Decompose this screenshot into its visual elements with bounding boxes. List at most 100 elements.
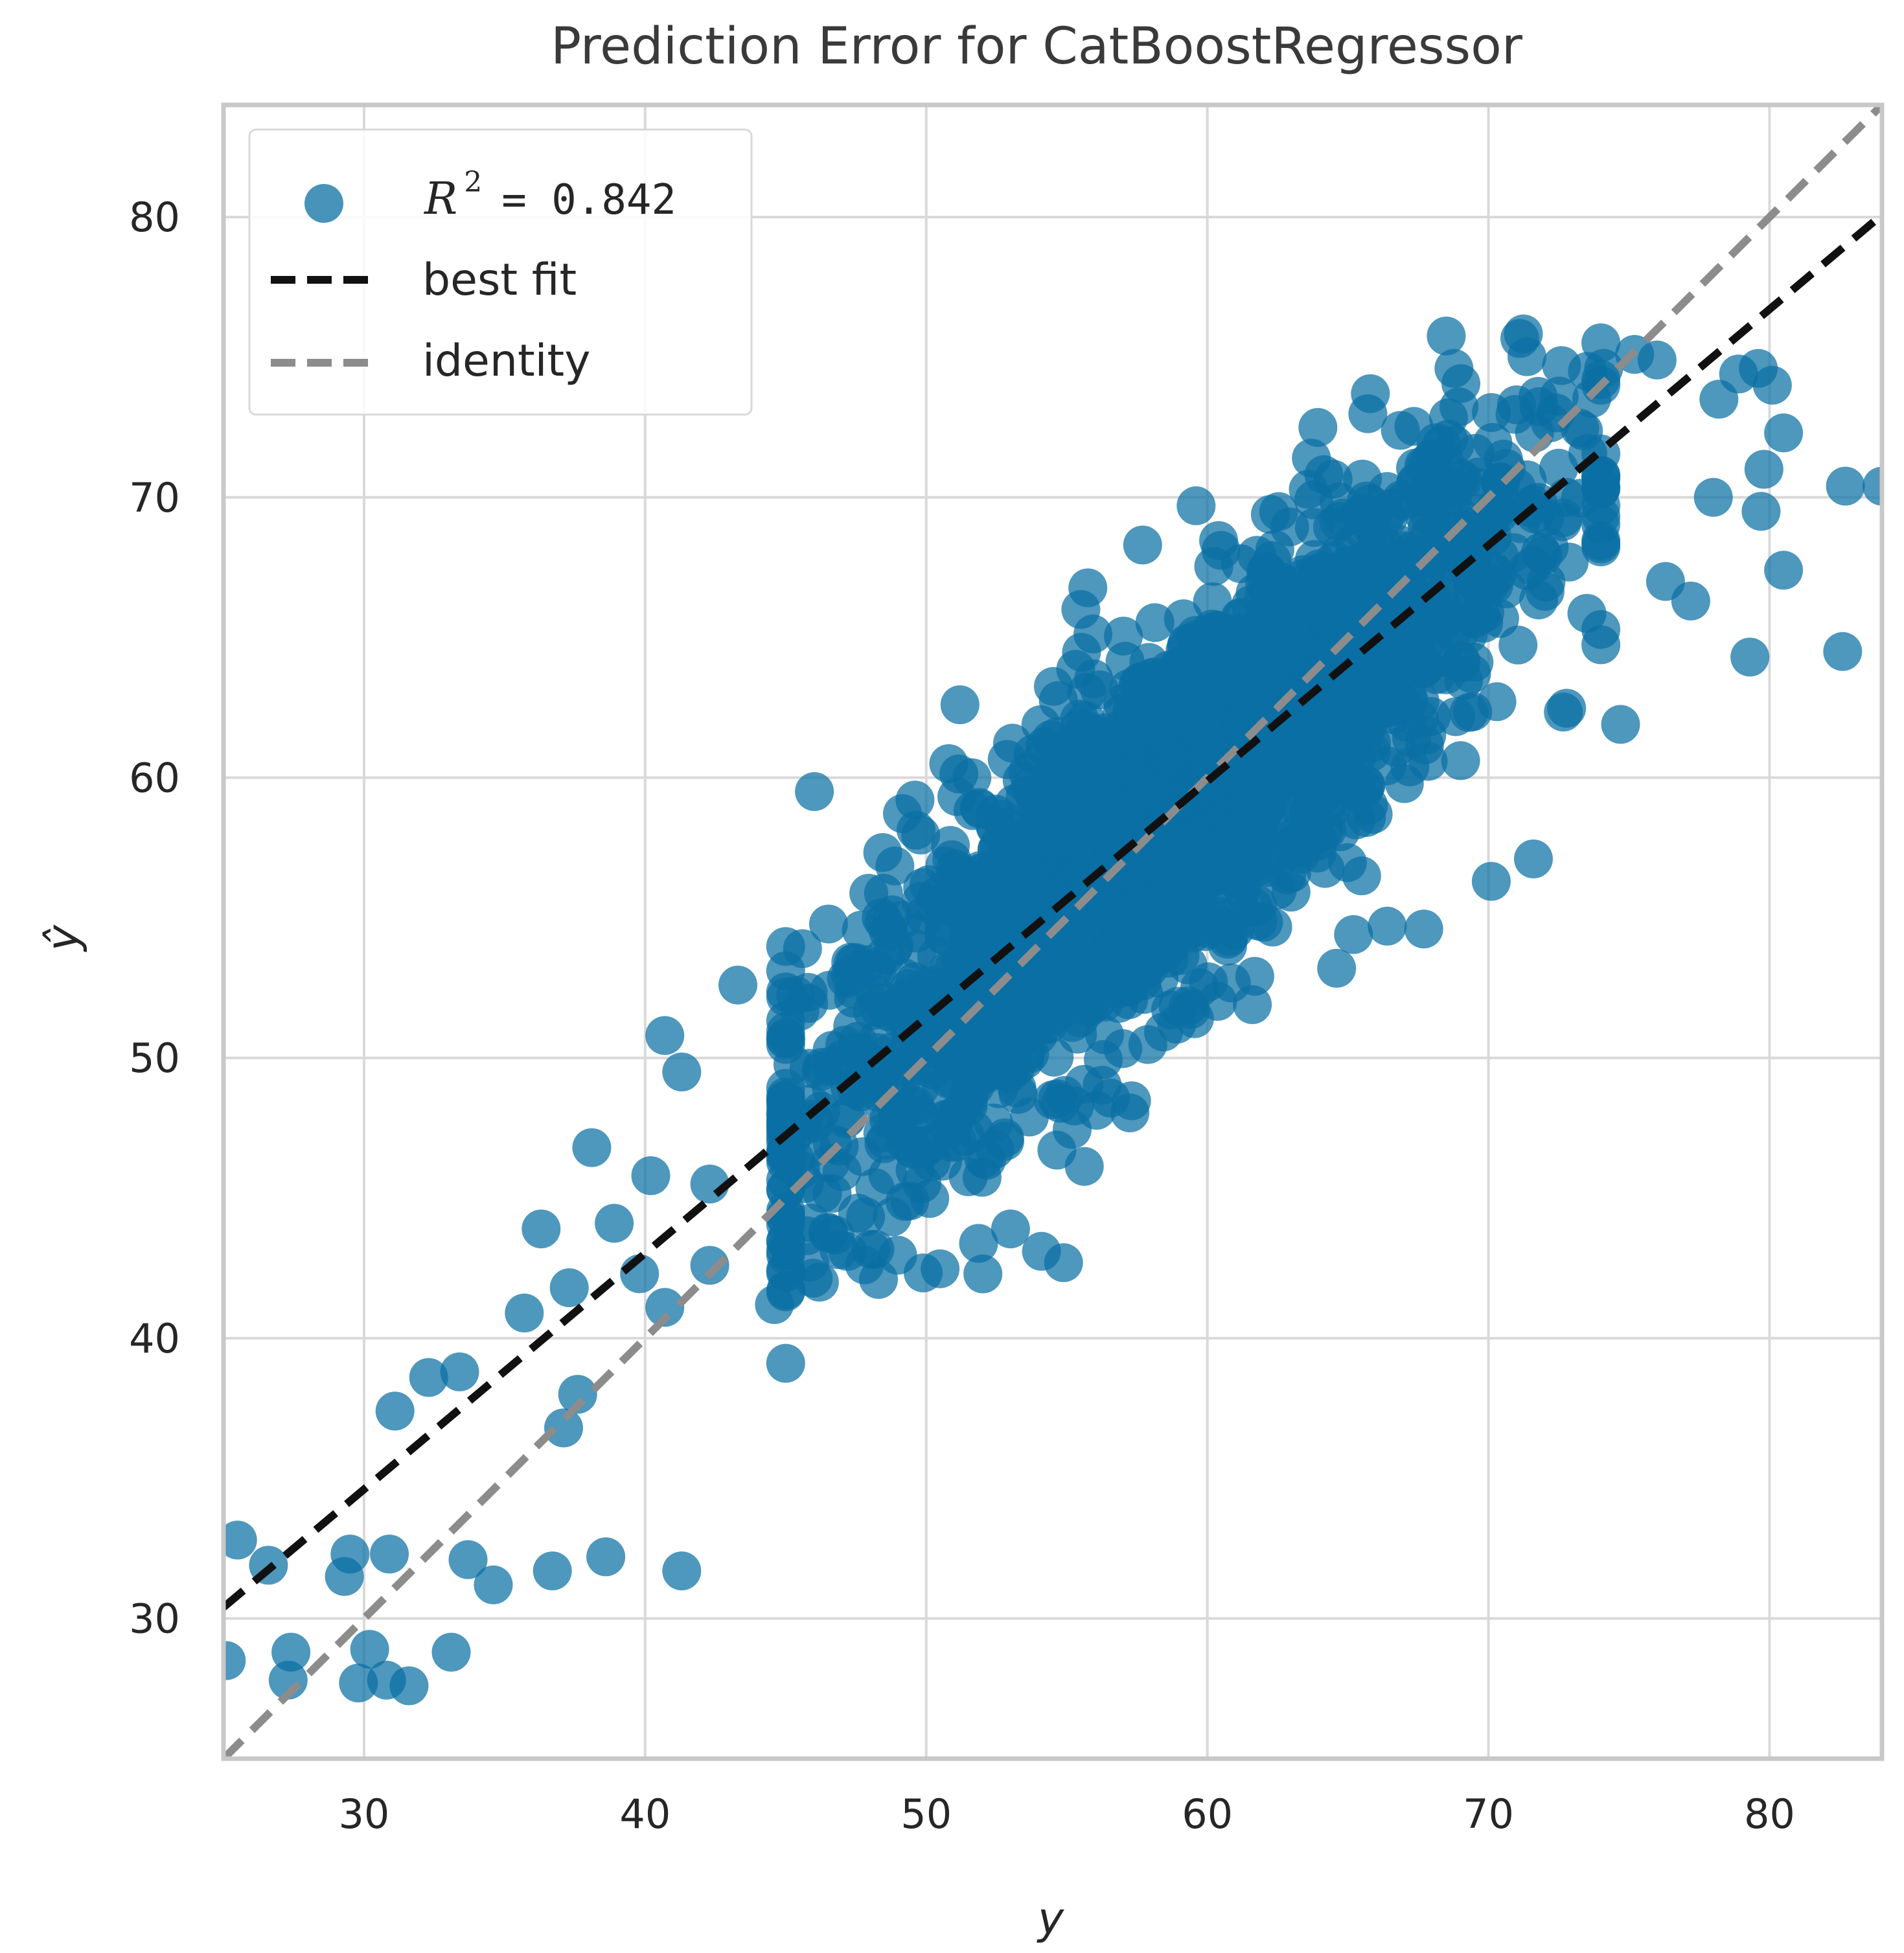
data-point: [339, 1663, 378, 1703]
legend-identity-label: identity: [422, 336, 590, 387]
data-point: [1539, 448, 1578, 488]
data-point: [1110, 1093, 1150, 1132]
data-point: [1500, 319, 1539, 358]
data-point: [934, 871, 974, 910]
y-tick-label: 80: [129, 194, 180, 241]
data-point: [1135, 603, 1175, 643]
data-point: [1417, 595, 1456, 634]
data-point: [766, 1343, 805, 1383]
data-point: [1057, 983, 1097, 1023]
data-point: [1221, 856, 1261, 896]
data-point: [389, 1666, 429, 1706]
data-point: [828, 1231, 867, 1271]
data-point: [1498, 625, 1538, 665]
data-point: [886, 1182, 924, 1221]
data-point: [1449, 692, 1489, 732]
data-point: [833, 1007, 873, 1046]
legend-r2-exponent: 2: [464, 166, 482, 199]
data-point: [809, 904, 848, 944]
data-point: [1863, 466, 1882, 506]
data-point: [895, 781, 935, 820]
data-point: [1068, 935, 1108, 974]
data-point: [1385, 531, 1425, 570]
data-point: [875, 846, 915, 885]
data-point: [1581, 469, 1621, 508]
data-point: [224, 1520, 257, 1560]
data-point: [871, 1033, 911, 1072]
x-tick-label: 30: [338, 1790, 389, 1838]
data-point: [1404, 909, 1443, 949]
data-point: [1251, 572, 1290, 611]
data-point: [1123, 525, 1162, 565]
data-point: [1741, 492, 1781, 531]
data-point: [935, 1060, 974, 1100]
y-tick-labels: 30 40 50 60 70 80: [129, 194, 180, 1643]
data-point: [572, 1128, 612, 1167]
data-point: [1270, 507, 1309, 547]
data-point: [1397, 463, 1436, 503]
data-point: [864, 1124, 904, 1163]
data-point: [409, 1358, 448, 1397]
data-point: [533, 1551, 572, 1591]
data-point: [1764, 551, 1804, 590]
data-point: [1752, 365, 1792, 405]
data-point: [974, 1103, 1013, 1143]
data-point: [1244, 902, 1283, 942]
x-tick-label: 40: [619, 1790, 671, 1838]
data-point: [1513, 546, 1552, 586]
data-point: [1474, 565, 1513, 605]
data-point: [960, 790, 1000, 828]
data-point: [766, 1131, 805, 1171]
x-tick-label: 70: [1463, 1790, 1514, 1838]
data-point: [271, 1632, 311, 1672]
data-point: [662, 1551, 702, 1591]
y-tick-label: 70: [129, 474, 180, 521]
data-point: [522, 1209, 561, 1249]
data-point: [1067, 904, 1106, 943]
data-point: [1065, 712, 1105, 751]
data-point: [690, 1246, 729, 1285]
data-point: [1219, 828, 1259, 867]
chart-title: Prediction Error for CatBoostRegressor: [551, 17, 1523, 76]
data-point: [448, 1540, 488, 1579]
data-point: [1233, 985, 1272, 1024]
data-point: [822, 1152, 862, 1191]
identity-line: [224, 105, 1882, 1759]
data-point: [1302, 764, 1341, 803]
legend-r2-label: R 2 = 0.842: [423, 166, 676, 225]
data-point: [1823, 632, 1863, 671]
data-point: [544, 1408, 583, 1448]
data-point: [586, 1537, 626, 1577]
data-point: [1038, 681, 1078, 720]
data-point: [862, 898, 901, 937]
data-point: [978, 830, 1017, 869]
data-point: [224, 1641, 246, 1680]
data-point: [631, 1156, 671, 1195]
data-point: [1014, 968, 1053, 1007]
data-point: [900, 1098, 940, 1137]
data-point: [1016, 783, 1056, 823]
data-point: [1035, 1038, 1074, 1077]
data-point: [1441, 741, 1480, 781]
data-point: [1170, 863, 1210, 902]
y-tick-label: 30: [129, 1595, 180, 1643]
data-point: [1567, 593, 1607, 633]
x-tick-label: 60: [1182, 1790, 1233, 1838]
data-point: [1671, 581, 1710, 621]
data-point: [1092, 783, 1131, 823]
data-point: [931, 826, 970, 865]
data-point: [1042, 738, 1081, 777]
data-point: [1300, 549, 1339, 589]
data-point: [1826, 466, 1865, 506]
data-point: [330, 1535, 370, 1574]
data-point: [859, 1260, 898, 1299]
legend-best-fit-label: best fit: [422, 255, 577, 306]
data-point: [1176, 486, 1216, 525]
data-point: [958, 905, 997, 944]
data-point: [791, 1084, 831, 1124]
legend-box: [248, 128, 753, 416]
data-point: [795, 772, 834, 811]
data-point: [431, 1632, 471, 1672]
data-point: [370, 1535, 409, 1574]
